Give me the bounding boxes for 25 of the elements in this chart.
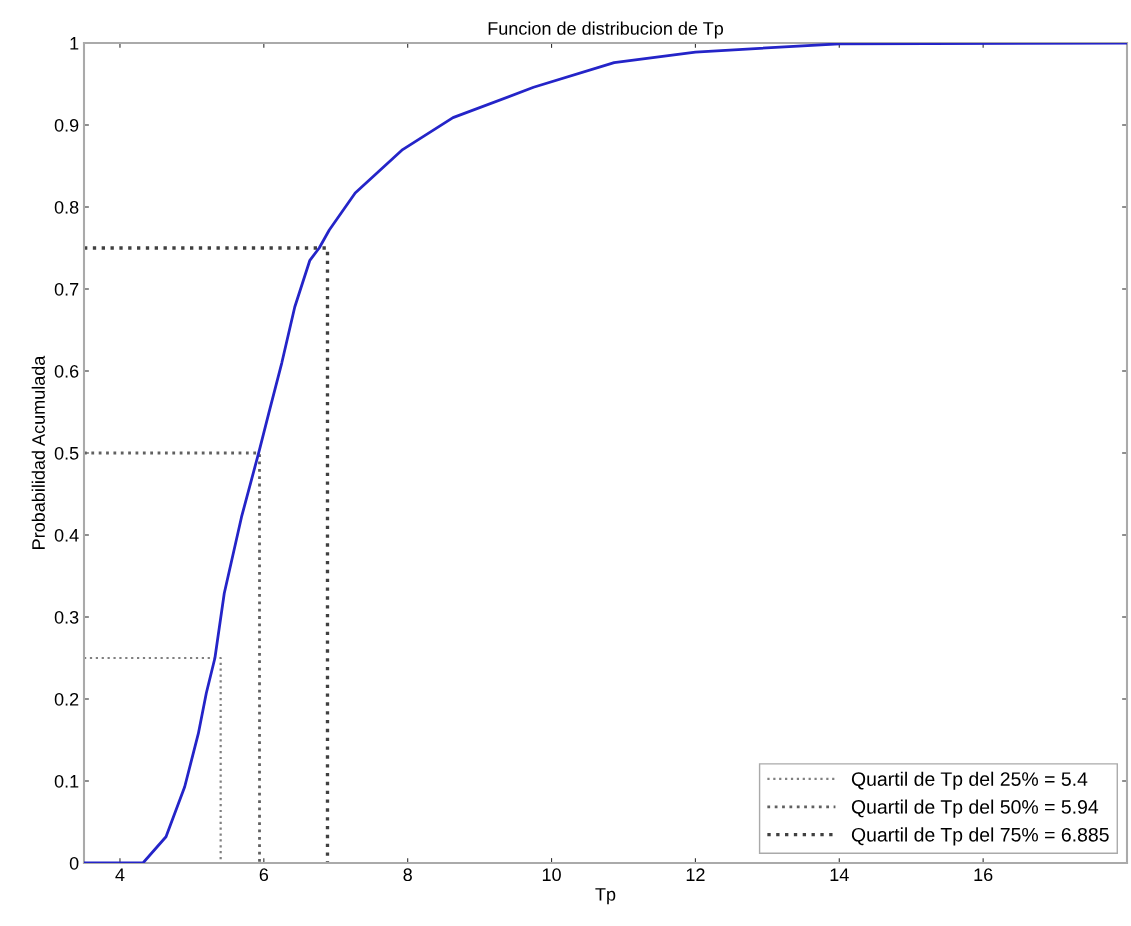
line-series (84, 43, 1127, 863)
y-tick-label: 0.6 (54, 364, 79, 378)
legend-label: Quartil de Tp del 75% = 6.885 (851, 827, 1109, 846)
x-tick-label: 10 (542, 868, 561, 882)
y-tick-label: 0.7 (54, 282, 79, 296)
y-tick-label: 0.8 (54, 200, 79, 214)
legend-label: Quartil de Tp del 25% = 5.4 (851, 771, 1088, 790)
y-tick-label: 0.5 (54, 446, 79, 460)
y-tick-label: 1 (70, 37, 79, 50)
x-tick-label: 8 (403, 868, 412, 882)
legend-label: Quartil de Tp del 50% = 5.94 (851, 799, 1099, 818)
x-tick-label: 4 (115, 868, 125, 881)
x-axis-title: Tp (595, 888, 616, 905)
x-tick-label: 16 (974, 868, 993, 882)
y-tick-label: 0.9 (54, 118, 79, 132)
y-tick-label: 0.3 (54, 610, 79, 624)
x-tick-label: 6 (259, 868, 269, 882)
x-tick-label: 14 (830, 868, 849, 881)
chart-title: Funcion de distribucion de Tp (488, 21, 724, 39)
y-tick-label: 0.1 (54, 774, 79, 788)
y-tick-label: 0.2 (54, 692, 79, 706)
y-tick-label: 0.4 (54, 528, 79, 542)
y-axis-title: Probabilidad Acumulada (31, 355, 45, 549)
x-tick-label: 12 (686, 868, 705, 881)
y-tick-label: 0 (69, 856, 79, 870)
